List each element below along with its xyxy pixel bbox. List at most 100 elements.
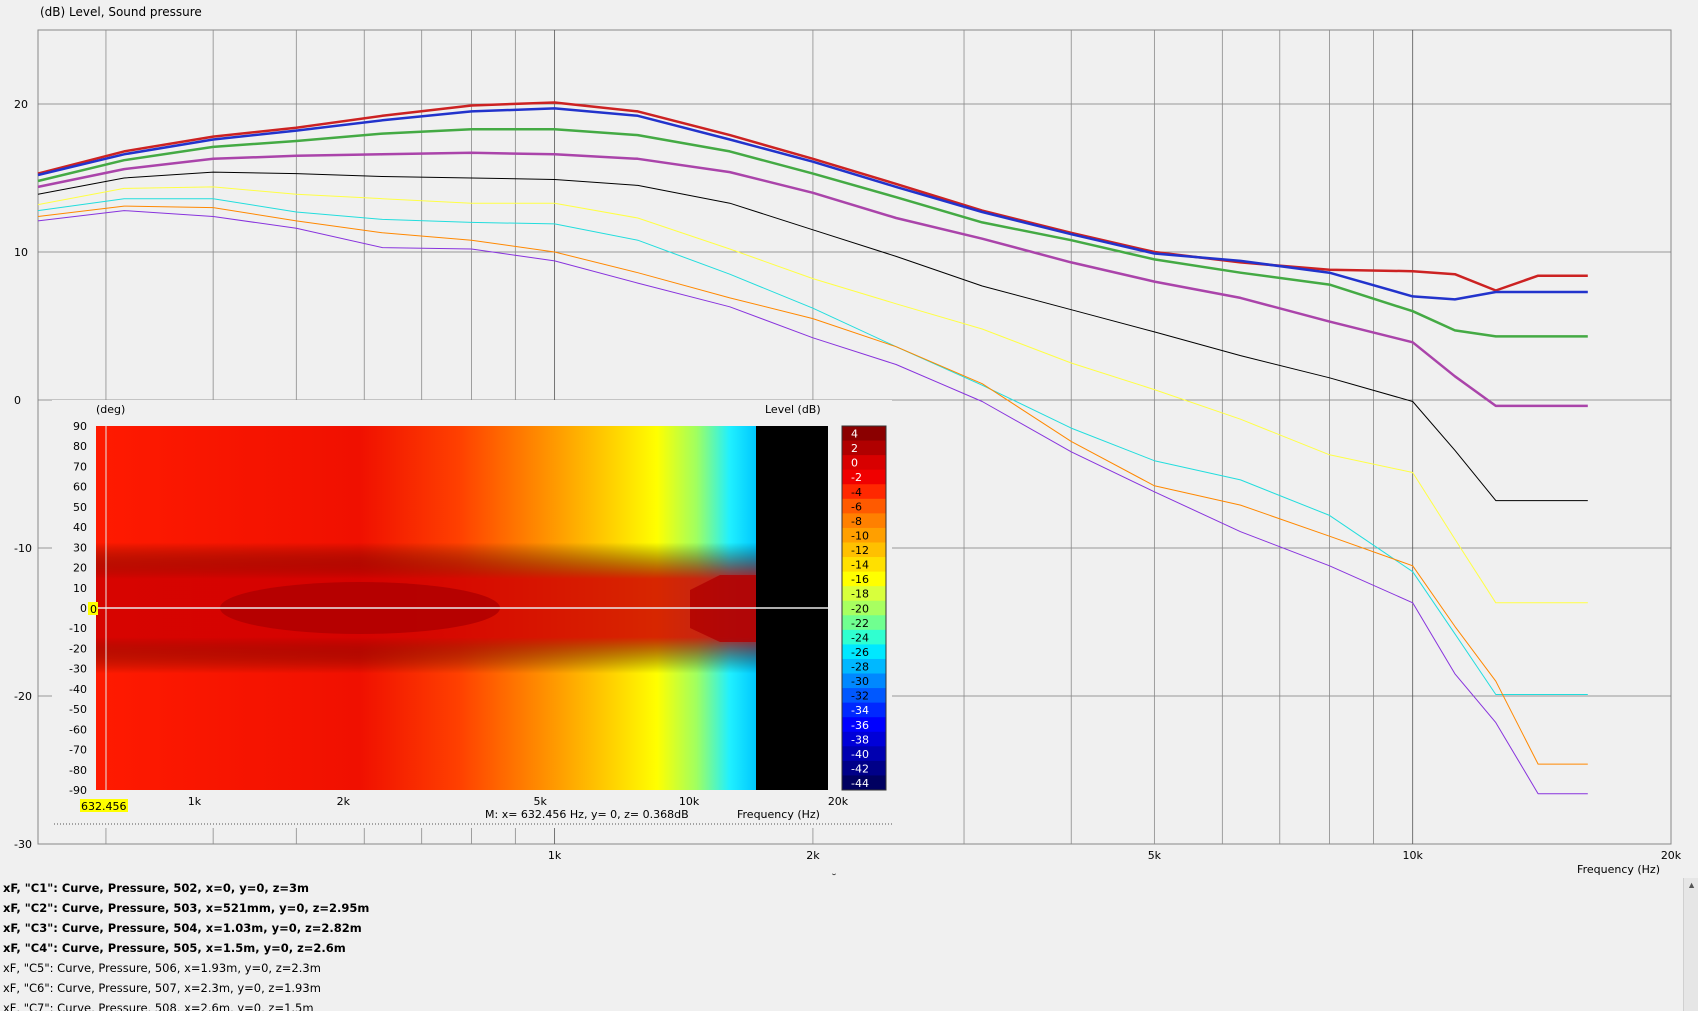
deg-tick-label: -20 xyxy=(69,642,87,655)
color-scale-swatch xyxy=(842,586,886,602)
x-tick-labels: 1k 2k 5k 10k 20k xyxy=(548,849,1682,862)
directivity-map-panel[interactable]: (deg) Level (dB) xyxy=(52,400,892,828)
x-tick-label: 10k xyxy=(1403,849,1424,862)
color-scale-swatch xyxy=(842,760,886,776)
deg-tick-label: 50 xyxy=(73,501,87,514)
deg-tick-label: 60 xyxy=(73,481,87,494)
color-scale-label: -10 xyxy=(851,529,869,542)
deg-tick-label: -90 xyxy=(69,784,87,797)
series-line-3 xyxy=(37,127,1588,338)
color-scale-swatch xyxy=(842,600,886,616)
x-tick-label: 20k xyxy=(1661,849,1682,862)
scroll-up-arrow-icon[interactable]: ▲ xyxy=(1687,880,1696,890)
color-scale-swatch xyxy=(842,469,886,485)
deg-tick-label: 20 xyxy=(73,562,87,575)
color-scale-swatch xyxy=(842,440,886,456)
deg-tick-label: -80 xyxy=(69,764,87,777)
inset-x-tick-label: 5k xyxy=(533,795,547,808)
color-scale-label: -2 xyxy=(851,471,862,484)
y-tick-label: 20 xyxy=(14,98,28,111)
color-scale-swatch xyxy=(842,629,886,645)
deg-tick-label: 0 xyxy=(80,602,87,615)
color-scale-swatch xyxy=(842,513,886,529)
marker-x-label: 632.456 xyxy=(81,800,127,813)
series-line-5 xyxy=(37,171,1588,502)
inset-x-tick-label: 1k xyxy=(188,795,202,808)
deg-tick-label: 30 xyxy=(73,541,87,554)
color-scale-swatch xyxy=(842,688,886,704)
series-line-8 xyxy=(37,205,1588,765)
legend-item[interactable]: xF, "C1": Curve, Pressure, 502, x=0, y=0… xyxy=(3,881,310,895)
marker-y-label: 0 xyxy=(90,603,97,616)
inset-right-axis-title: Level (dB) xyxy=(765,403,821,416)
deg-tick-label: -40 xyxy=(69,683,87,696)
marker-readout: M: x= 632.456 Hz, y= 0, z= 0.368dB xyxy=(485,808,689,821)
color-scale-label: -22 xyxy=(851,617,869,630)
marker-y-tag xyxy=(88,602,98,615)
color-scale-label: -4 xyxy=(851,486,862,499)
legend-item[interactable]: xF, "C4": Curve, Pressure, 505, x=1.5m, … xyxy=(3,941,346,955)
color-scale-swatch xyxy=(842,484,886,500)
color-scale-swatch xyxy=(842,455,886,471)
legend-scrollbar[interactable] xyxy=(1683,878,1698,1011)
color-scale-label: -18 xyxy=(851,588,869,601)
color-scale-swatch xyxy=(842,557,886,573)
legend-item[interactable]: xF, "C3": Curve, Pressure, 504, x=1.03m,… xyxy=(3,921,362,935)
color-scale-swatch xyxy=(842,615,886,631)
y-axis-title: (dB) Level, Sound pressure xyxy=(40,5,202,19)
color-scale-swatch xyxy=(842,498,886,514)
color-scale-swatch xyxy=(842,717,886,733)
color-scale-label: -38 xyxy=(851,733,869,746)
deg-tick-label: -30 xyxy=(69,663,87,676)
legend-item[interactable]: xF, "C2": Curve, Pressure, 503, x=521mm,… xyxy=(3,901,370,915)
inset-x-tick-label: 2k xyxy=(337,795,351,808)
color-scale-swatch xyxy=(842,571,886,587)
y-tick-label: -20 xyxy=(14,690,32,703)
color-scale-label: -34 xyxy=(851,704,869,717)
color-scale-label: -44 xyxy=(851,777,869,790)
color-scale-label: -14 xyxy=(851,559,869,572)
collapse-indicator[interactable]: ˘ xyxy=(831,872,837,885)
series-line-4 xyxy=(37,151,1588,408)
color-scale-bar: 42 0-2 -4-6 -8-10 -12 -14-16 -18-20 -22-24 -26 -2… xyxy=(841,425,887,791)
color-scale-label: 2 xyxy=(851,442,858,455)
color-scale-label: -30 xyxy=(851,675,869,688)
legend-item[interactable]: xF, "C5": Curve, Pressure, 506, x=1.93m,… xyxy=(3,961,321,975)
color-scale-label: 0 xyxy=(851,457,858,470)
series-line-6 xyxy=(37,186,1588,604)
y-tick-label: 0 xyxy=(14,394,21,407)
deg-tick-label: -10 xyxy=(69,622,87,635)
color-scale-label: -8 xyxy=(851,515,862,528)
deg-tick-label: 90 xyxy=(73,420,87,433)
series-group xyxy=(37,101,1588,795)
y-tick-label: -10 xyxy=(14,542,32,555)
inset-x-tick-label: 10k xyxy=(679,795,700,808)
deg-tick-label: 80 xyxy=(73,440,87,453)
color-scale-label: -40 xyxy=(851,748,869,761)
series-line-1 xyxy=(37,101,1588,292)
y-tick-label: -30 xyxy=(14,838,32,851)
legend-item[interactable]: xF, "C6": Curve, Pressure, 507, x=2.3m, … xyxy=(3,981,321,995)
color-scale-swatch xyxy=(842,542,886,558)
inset-left-axis-title: (deg) xyxy=(96,403,125,416)
marker-x-tag xyxy=(80,799,128,812)
color-scale-label: -36 xyxy=(851,719,869,732)
color-scale-label: -12 xyxy=(851,544,869,557)
deg-tick-label: 70 xyxy=(73,460,87,473)
series-line-9 xyxy=(37,210,1588,795)
deg-tick-label: 40 xyxy=(73,521,87,534)
color-scale-swatch xyxy=(842,731,886,747)
heatmap[interactable] xyxy=(96,426,828,790)
y-tick-labels: 20 10 0 -10 -20 -30 xyxy=(14,98,32,851)
color-scale-swatch xyxy=(842,746,886,762)
deg-tick-label: -70 xyxy=(69,744,87,757)
legend-item[interactable]: xF, "C7": Curve, Pressure, 508, x=2.6m, … xyxy=(3,1001,314,1011)
color-scale-swatch xyxy=(842,426,886,442)
color-scale-label: -24 xyxy=(851,631,869,644)
curve-legend-list[interactable]: xF, "C1": Curve, Pressure, 502, x=0, y=0… xyxy=(0,878,1680,1011)
color-scale-label: -42 xyxy=(851,762,869,775)
color-scale-frame xyxy=(841,425,887,791)
inset-deg-labels: 90 80 70 60 50 40 30 20 10 0 -10 -20 -30 -40 -50 -60 -70… xyxy=(69,420,87,797)
inset-freq-labels: 1k 2k 5k 10k 20k xyxy=(188,795,849,808)
